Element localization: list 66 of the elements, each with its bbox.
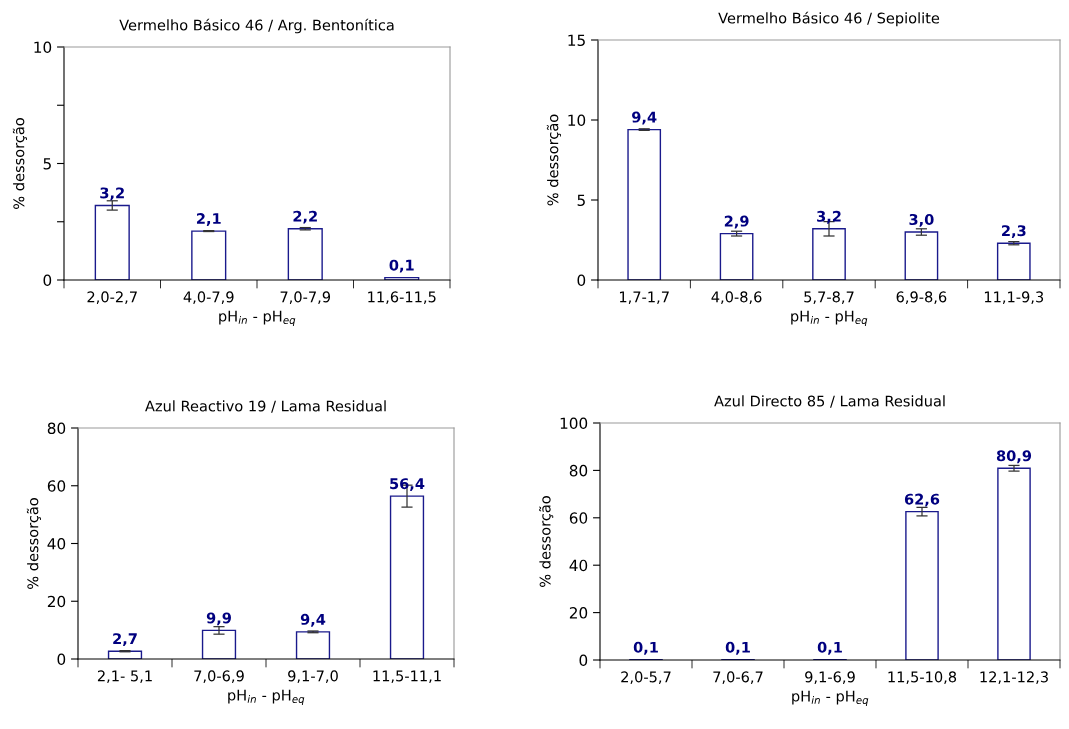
data-label: 0,1: [389, 259, 414, 273]
x-tick-label: 2,1- 5,1: [97, 670, 152, 683]
data-label: 0,1: [817, 641, 842, 655]
x-tick-label: 4,0-7,9: [183, 291, 234, 304]
y-tick-label: 20: [47, 595, 66, 608]
x-tick-label: 4,0-8,6: [711, 291, 762, 304]
x-tick-label: 11,5-11,1: [373, 670, 441, 683]
x-tick-label: 2,0-5,7: [621, 671, 671, 684]
x-tick-label: 11,1-9,3: [984, 291, 1044, 304]
x-tick-label: 1,7-1,7: [619, 291, 669, 304]
data-label: 2,9: [724, 215, 749, 229]
y-tick-label: 0: [577, 274, 586, 287]
x-axis-title: pH$_{in}$ - pH$_{eq}$: [792, 690, 869, 706]
y-tick-label: 10: [568, 114, 586, 127]
data-label: 3,0: [909, 213, 934, 227]
y-tick-label: 100: [560, 417, 588, 430]
x-axis-title: pH$_{in}$ - pH$_{eq}$: [219, 310, 296, 326]
x-axis-title: pH$_{in}$ - pH$_{eq}$: [791, 310, 868, 326]
x-tick-label: 6,9-8,6: [896, 291, 947, 304]
data-label: 0,1: [633, 641, 658, 655]
y-axis-title: % dessorção: [546, 114, 561, 206]
data-label: 9,4: [300, 613, 326, 627]
x-tick-label: 9,1-7,0: [288, 670, 338, 683]
x-tick-label: 5,7-8,7: [804, 291, 854, 304]
y-tick-label: 15: [568, 34, 585, 47]
y-tick-label: 60: [47, 480, 66, 492]
y-tick-label: 0: [57, 653, 66, 666]
y-axis-title: % dessorção: [26, 498, 41, 589]
y-tick-label: 0: [43, 274, 52, 287]
x-axis-title: pH$_{in}$ - pH$_{eq}$: [228, 689, 305, 705]
data-label: 3,2: [100, 187, 124, 201]
data-label: 56,4: [390, 478, 425, 492]
x-tick-label: 11,6-11,5: [368, 291, 436, 304]
data-label: 9,9: [206, 612, 231, 626]
y-tick-label: 20: [569, 607, 588, 619]
y-tick-label: 40: [47, 537, 66, 550]
data-label: 3,2: [817, 210, 841, 224]
chart-title: Vermelho Básico 46 / Arg. Bentonítica: [119, 18, 394, 34]
y-tick-label: 80: [47, 422, 66, 435]
x-tick-label: 11,5-10,8: [888, 671, 957, 684]
chart-title: Azul Directo 85 / Lama Residual: [714, 395, 945, 408]
y-tick-label: 0: [579, 654, 588, 667]
data-label: 2,3: [1002, 225, 1026, 239]
chart-title: Vermelho Básico 46 / Sepiolite: [718, 11, 940, 27]
data-label: 2,2: [293, 210, 317, 224]
y-tick-label: 60: [569, 512, 588, 524]
x-tick-label: 7,0-6,7: [713, 671, 763, 684]
data-label: 9,4: [632, 111, 657, 125]
data-label: 62,6: [904, 493, 940, 507]
x-tick-label: 9,1-6,9: [805, 671, 855, 684]
x-tick-label: 7,0-7,9: [280, 291, 331, 304]
y-axis-title: % dessorção: [539, 496, 554, 587]
y-tick-label: 80: [569, 464, 588, 477]
data-label: 80,9: [996, 450, 1032, 464]
y-tick-label: 5: [43, 158, 51, 170]
data-label: 2,1: [196, 213, 221, 226]
data-label: 2,7: [113, 633, 137, 647]
x-tick-label: 2,0-2,7: [87, 291, 137, 304]
chart-title: Azul Reactivo 19 / Lama Residual: [145, 400, 386, 413]
y-tick-label: 10: [34, 41, 52, 54]
x-tick-label: 12,1-12,3: [980, 671, 1048, 684]
y-tick-label: 40: [569, 559, 588, 572]
x-tick-label: 7,0-6,9: [194, 670, 244, 683]
data-label: 0,1: [725, 641, 750, 655]
y-tick-label: 5: [577, 194, 585, 207]
y-axis-title: % dessorção: [12, 118, 27, 209]
